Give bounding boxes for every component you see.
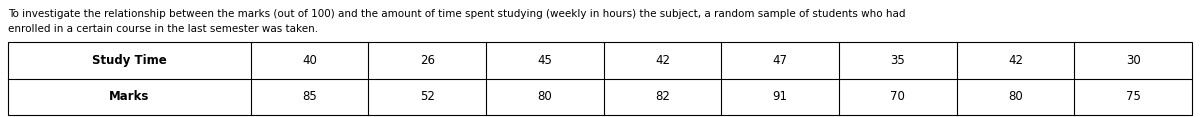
Text: 85: 85 [302, 90, 317, 103]
Bar [8, 42, 1192, 115]
Text: 80: 80 [538, 90, 552, 103]
Text: 42: 42 [1008, 54, 1024, 67]
Text: 70: 70 [890, 90, 905, 103]
Text: enrolled in a certain course in the last semester was taken.: enrolled in a certain course in the last… [8, 24, 318, 34]
Text: 75: 75 [1126, 90, 1141, 103]
Text: 47: 47 [773, 54, 787, 67]
Text: 52: 52 [420, 90, 434, 103]
Text: 91: 91 [773, 90, 787, 103]
Text: 30: 30 [1126, 54, 1140, 67]
Text: 26: 26 [420, 54, 434, 67]
Text: 35: 35 [890, 54, 905, 67]
Text: Study Time: Study Time [92, 54, 167, 67]
Text: 82: 82 [655, 90, 670, 103]
Text: 45: 45 [538, 54, 552, 67]
Text: 40: 40 [302, 54, 317, 67]
Text: 42: 42 [655, 54, 670, 67]
Text: To investigate the relationship between the marks (out of 100) and the amount of: To investigate the relationship between … [8, 9, 906, 19]
Text: Marks: Marks [109, 90, 150, 103]
Text: 80: 80 [1008, 90, 1022, 103]
